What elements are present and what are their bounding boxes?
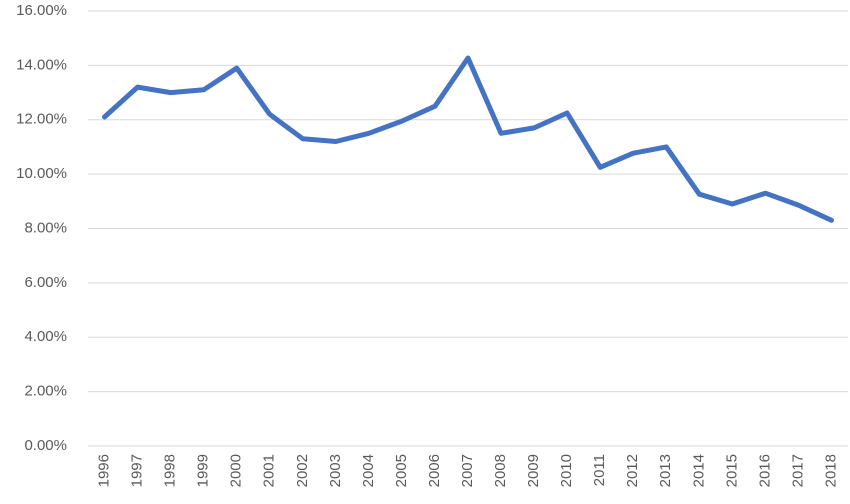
y-tick-label: 10.00% bbox=[16, 165, 67, 182]
x-tick-label: 2009 bbox=[525, 454, 542, 487]
x-tick-label: 1999 bbox=[195, 454, 212, 487]
x-tick-label: 2016 bbox=[756, 454, 773, 487]
x-tick-label: 2012 bbox=[624, 454, 641, 487]
x-tick-label: 2014 bbox=[690, 454, 707, 487]
x-tick-label: 2015 bbox=[723, 454, 740, 487]
y-tick-label: 16.00% bbox=[16, 2, 67, 19]
data-line bbox=[102, 55, 834, 223]
y-tick-label: 0.00% bbox=[24, 437, 67, 454]
x-tick-label: 2018 bbox=[822, 454, 839, 487]
x-tick-label: 2013 bbox=[657, 454, 674, 487]
x-tick-label: 2000 bbox=[228, 454, 245, 487]
y-tick-label: 4.00% bbox=[24, 328, 67, 345]
x-tick-label: 2011 bbox=[591, 454, 608, 486]
x-tick-label: 1998 bbox=[162, 454, 179, 487]
x-tick-label: 2017 bbox=[789, 454, 806, 487]
x-tick-label: 2001 bbox=[261, 454, 278, 487]
x-tick-label: 2008 bbox=[492, 454, 509, 487]
x-tick-label: 2006 bbox=[426, 454, 443, 487]
y-tick-label: 6.00% bbox=[24, 274, 67, 291]
x-tick-label: 2007 bbox=[459, 454, 476, 487]
y-tick-label: 8.00% bbox=[24, 219, 67, 236]
y-tick-label: 14.00% bbox=[16, 56, 67, 73]
x-tick-label: 2010 bbox=[558, 454, 575, 487]
x-tick-label: 1996 bbox=[95, 454, 112, 487]
x-tick-label: 2004 bbox=[360, 454, 377, 487]
y-tick-label: 12.00% bbox=[16, 111, 67, 128]
x-tick-label: 2002 bbox=[294, 454, 311, 487]
x-tick-label: 2005 bbox=[393, 454, 410, 487]
x-tick-label: 1997 bbox=[129, 454, 146, 487]
x-tick-label: 2003 bbox=[327, 454, 344, 487]
y-tick-label: 2.00% bbox=[24, 383, 67, 400]
